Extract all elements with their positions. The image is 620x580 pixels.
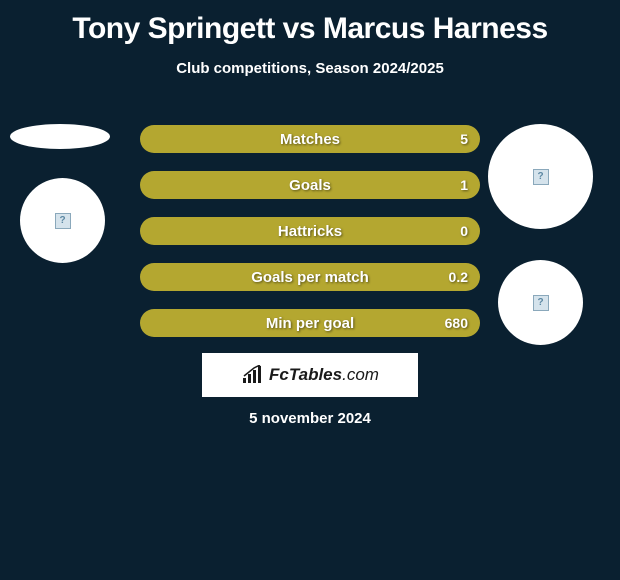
stat-bar-label: Matches [140, 131, 480, 148]
player-circle: ? [488, 124, 593, 229]
stat-bar: Goals per match0.2 [140, 263, 480, 291]
stat-bar: Min per goal680 [140, 309, 480, 337]
decorative-ellipse [10, 124, 110, 149]
stat-bar: Matches5 [140, 125, 480, 153]
date-label: 5 november 2024 [0, 410, 620, 427]
placeholder-icon: ? [533, 169, 549, 185]
stat-bar-value: 0 [460, 223, 468, 239]
stat-bar-value: 0.2 [449, 269, 468, 285]
page-title: Tony Springett vs Marcus Harness [0, 0, 620, 46]
placeholder-icon: ? [55, 213, 71, 229]
subtitle: Club competitions, Season 2024/2025 [0, 60, 620, 77]
brand-chart-icon [241, 365, 263, 385]
stat-bar-label: Min per goal [140, 315, 480, 332]
stats-bars: Matches5Goals1Hattricks0Goals per match0… [140, 125, 480, 355]
brand-text: FcTables.com [269, 365, 379, 385]
player-circle: ? [20, 178, 105, 263]
placeholder-icon: ? [533, 295, 549, 311]
brand-badge: FcTables.com [202, 353, 418, 397]
stat-bar: Goals1 [140, 171, 480, 199]
stat-bar-label: Goals [140, 177, 480, 194]
stat-bar: Hattricks0 [140, 217, 480, 245]
stat-bar-value: 5 [460, 131, 468, 147]
stat-bar-label: Hattricks [140, 223, 480, 240]
stat-bar-value: 1 [460, 177, 468, 193]
stat-bar-label: Goals per match [140, 269, 480, 286]
player-circle: ? [498, 260, 583, 345]
stat-bar-value: 680 [445, 315, 468, 331]
